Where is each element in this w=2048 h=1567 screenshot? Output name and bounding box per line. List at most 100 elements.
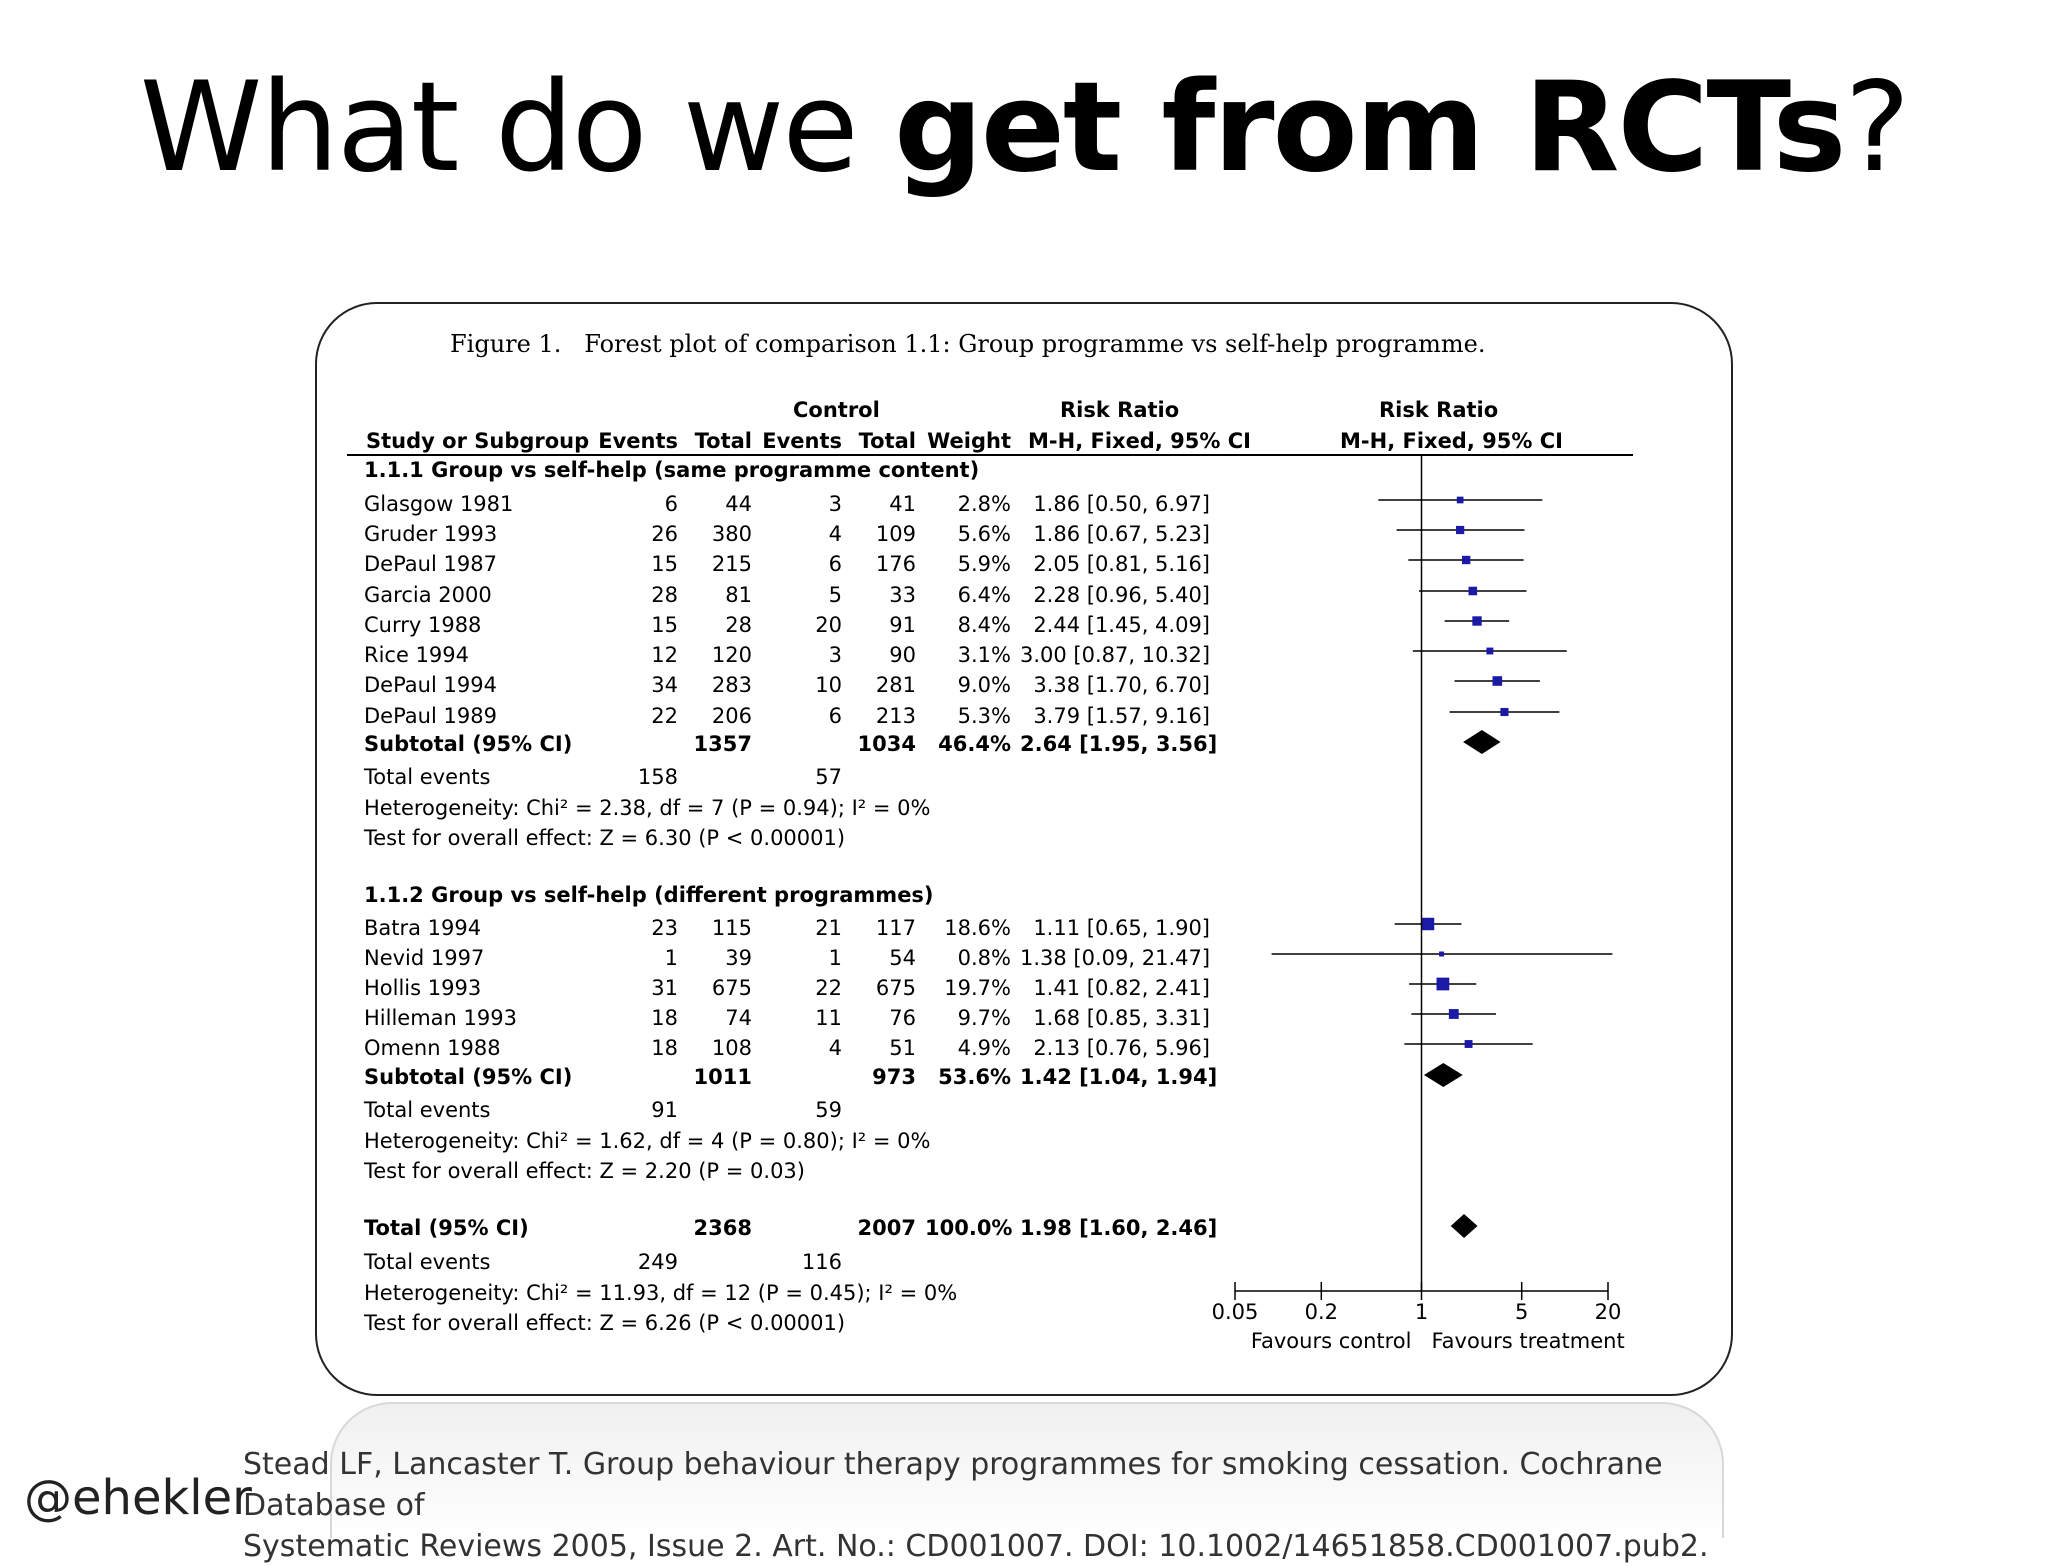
heterogeneity: Heterogeneity: Chi² = 2.38, df = 7 (P = … [364,796,931,820]
study-weight: 18.6% [944,916,1011,940]
point-estimate [1439,951,1445,957]
point-estimate [1500,707,1509,717]
study-rr-ci: 2.13 [0.76, 5.96] [1033,1036,1210,1060]
study-name: Rice 1994 [364,643,470,667]
x-tick-label: 1 [1415,1300,1428,1324]
events-treatment: 18 [651,1036,678,1060]
title-regular: What do we [139,56,895,200]
point-estimate [1456,496,1464,504]
total-control: 90 [889,643,916,667]
overall-events-control: 116 [801,1250,842,1274]
events-control: 20 [815,613,842,637]
total-treatment: 120 [711,643,752,667]
overall-weight: 100.0% [925,1216,1013,1240]
study-weight: 3.1% [957,643,1011,667]
study-weight: 9.0% [957,673,1011,697]
study-name: DePaul 1994 [364,673,497,697]
subtotal-total-treatment: 1357 [693,732,752,756]
x-tick-label: 5 [1515,1300,1528,1324]
events-control: 4 [828,522,842,546]
total-control: 51 [889,1036,916,1060]
events-treatment: 6 [664,492,678,516]
header-total-2: Total [858,429,916,453]
overall-effect-test: Test for overall effect: Z = 6.30 (P < 0… [364,826,846,850]
subtotal-diamond [1463,730,1501,754]
study-rr-ci: 3.79 [1.57, 9.16] [1033,704,1210,728]
events-treatment: 1 [664,946,678,970]
author-handle: @ehekler [24,1470,252,1526]
header-control: Control [793,398,880,422]
header-plot-top: Risk Ratio [1379,398,1499,422]
subtotal-weight: 53.6% [938,1065,1011,1089]
study-rr-ci: 2.05 [0.81, 5.16] [1033,552,1210,576]
point-estimate [1468,586,1478,596]
subtotal-total-control: 1034 [857,732,916,756]
total-events-control: 57 [815,765,842,789]
study-name: Glasgow 1981 [364,492,514,516]
total-control: 76 [889,1006,916,1030]
study-weight: 5.3% [957,704,1011,728]
study-name: Gruder 1993 [364,522,498,546]
study-weight: 0.8% [957,946,1011,970]
point-estimate [1492,676,1503,686]
total-treatment: 115 [711,916,752,940]
study-rr-ci: 1.86 [0.50, 6.97] [1033,492,1210,516]
study-weight: 5.9% [957,552,1011,576]
study-weight: 9.7% [957,1006,1011,1030]
figure-caption: Figure 1. Forest plot of comparison 1.1:… [450,330,1486,358]
study-name: Nevid 1997 [364,946,485,970]
study-weight: 8.4% [957,613,1011,637]
events-control: 21 [815,916,842,940]
study-rr-ci: 3.38 [1.70, 6.70] [1033,673,1210,697]
total-control: 91 [889,613,916,637]
total-control: 54 [889,946,916,970]
events-control: 3 [828,492,842,516]
title-bold: get from RCTs [894,56,1846,200]
study-name: DePaul 1989 [364,704,497,728]
study-name: Curry 1988 [364,613,482,637]
total-control: 675 [875,976,916,1000]
overall-total-treatment: 2368 [693,1216,752,1240]
point-estimate [1486,647,1494,655]
point-estimate [1464,1040,1473,1048]
x-tick-label: 20 [1595,1300,1622,1324]
overall-diamond [1450,1214,1478,1238]
header-rule [347,454,1633,456]
events-treatment: 26 [651,522,678,546]
frame-reflection [330,1402,1724,1538]
total-treatment: 44 [725,492,752,516]
study-name: Batra 1994 [364,916,482,940]
study-weight: 5.6% [957,522,1011,546]
favours-right-label: Favours treatment [1432,1329,1625,1353]
events-treatment: 15 [651,552,678,576]
study-weight: 6.4% [957,583,1011,607]
overall-heterogeneity: Heterogeneity: Chi² = 11.93, df = 12 (P … [364,1281,958,1305]
study-rr-ci: 1.68 [0.85, 3.31] [1033,1006,1210,1030]
point-estimate [1421,917,1435,931]
events-treatment: 18 [651,1006,678,1030]
study-weight: 4.9% [957,1036,1011,1060]
events-control: 3 [828,643,842,667]
header-total-1: Total [694,429,752,453]
events-control: 22 [815,976,842,1000]
events-treatment: 12 [651,643,678,667]
study-weight: 19.7% [944,976,1011,1000]
overall-label: Total (95% CI) [364,1216,529,1240]
study-rr-ci: 1.41 [0.82, 2.41] [1033,976,1210,1000]
figure-frame [315,302,1733,1396]
header-events-2: Events [762,429,842,453]
total-treatment: 108 [711,1036,752,1060]
total-treatment: 283 [711,673,752,697]
study-name: Hilleman 1993 [364,1006,517,1030]
study-rr-ci: 2.28 [0.96, 5.40] [1033,583,1210,607]
events-control: 6 [828,552,842,576]
overall-events-label: Total events [364,1250,491,1274]
point-estimate [1448,1009,1459,1019]
total-treatment: 81 [725,583,752,607]
total-treatment: 675 [711,976,752,1000]
group-title: 1.1.1 Group vs self-help (same programme… [364,458,980,482]
subtotal-total-control: 973 [872,1065,916,1089]
events-control: 5 [828,583,842,607]
heterogeneity: Heterogeneity: Chi² = 1.62, df = 4 (P = … [364,1129,931,1153]
